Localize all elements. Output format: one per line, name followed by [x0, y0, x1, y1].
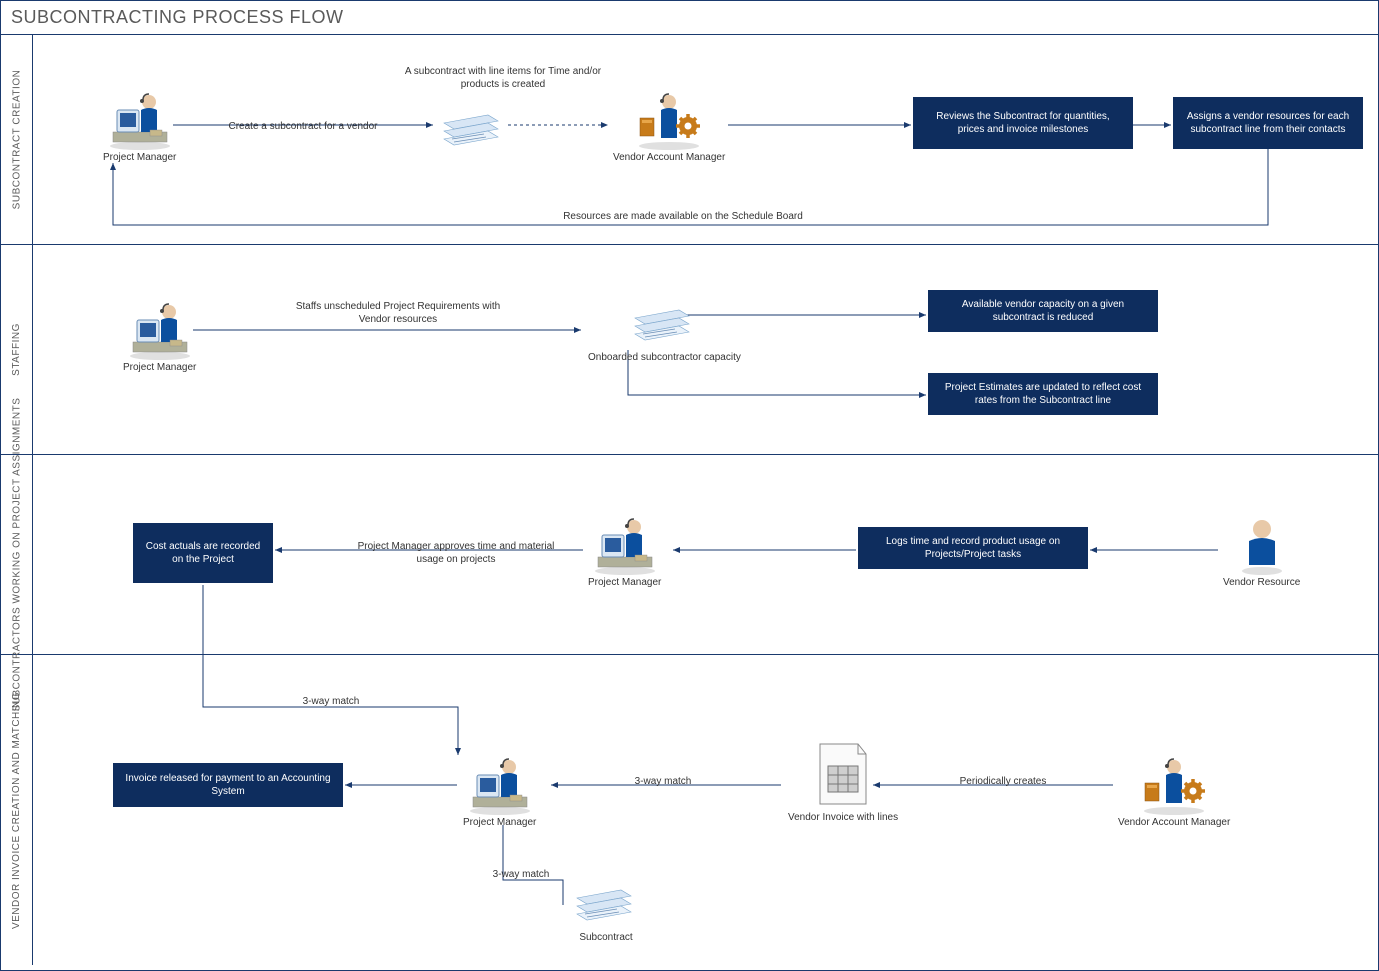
actor-inv: Vendor Invoice with lines: [788, 740, 898, 823]
lane-label: SUBCONTRACTORS WORKING ON PROJECT ASSIGN…: [1, 455, 33, 654]
actor-pm2: Project Manager: [123, 300, 196, 373]
process-box: Assigns a vendor resources for each subc…: [1173, 97, 1363, 149]
lane-working: SUBCONTRACTORS WORKING ON PROJECT ASSIGN…: [1, 455, 1378, 655]
lane-body: Project Manager Onboarded subcontractor …: [33, 245, 1378, 454]
edge-label: 3-way match: [466, 868, 576, 881]
lane-invoice: VENDOR INVOICE CREATION AND MATCHING Pro…: [1, 655, 1378, 965]
lane-label: VENDOR INVOICE CREATION AND MATCHING: [1, 655, 33, 965]
edge-label: A subcontract with line items for Time a…: [403, 65, 603, 91]
actor-vr: Vendor Resource: [1223, 515, 1300, 588]
actor-doc1: [438, 105, 508, 155]
lane-body: Project Manager Vendor Resource Cost actu…: [33, 455, 1378, 654]
process-box: Invoice released for payment to an Accou…: [113, 763, 343, 807]
process-flow-diagram: SUBCONTRACTING PROCESS FLOW SUBCONTRACT …: [0, 0, 1379, 971]
edge-label: Periodically creates: [938, 775, 1068, 788]
edge-label: 3-way match: [608, 775, 718, 788]
actor-doc3: Subcontract: [571, 880, 641, 943]
actor-doc2: Onboarded subcontractor capacity: [588, 300, 741, 363]
actor-pm3: Project Manager: [588, 515, 661, 588]
process-box: Project Estimates are updated to reflect…: [928, 373, 1158, 415]
edge-label: Staffs unscheduled Project Requirements …: [293, 300, 503, 326]
edge-label: 3-way match: [276, 695, 386, 708]
lane-body: Project Manager Vendor Account ManagerR: [33, 35, 1378, 244]
actor-vam1: Vendor Account Manager: [613, 90, 725, 163]
actor-pm1: Project Manager: [103, 90, 176, 163]
edge-label: Project Manager approves time and materi…: [351, 540, 561, 566]
lane-label: SUBCONTRACT CREATION: [1, 35, 33, 244]
edge-label: Create a subcontract for a vendor: [223, 120, 383, 133]
lane-creation: SUBCONTRACT CREATION Project Manager: [1, 35, 1378, 245]
actor-vam2: Vendor Account Manager: [1118, 755, 1230, 828]
actor-pm4: Project Manager: [463, 755, 536, 828]
edge-label: Resources are made available on the Sche…: [558, 210, 808, 223]
process-box: Logs time and record product usage on Pr…: [858, 527, 1088, 569]
lane-body: Project Manager Vendor Invoice with line…: [33, 655, 1378, 965]
process-box: Cost actuals are recorded on the Project: [133, 523, 273, 583]
lane-staffing: STAFFING Project Manager Onboarded subco…: [1, 245, 1378, 455]
process-box: Available vendor capacity on a given sub…: [928, 290, 1158, 332]
diagram-title: SUBCONTRACTING PROCESS FLOW: [1, 1, 1378, 35]
process-box: Reviews the Subcontract for quantities, …: [913, 97, 1133, 149]
